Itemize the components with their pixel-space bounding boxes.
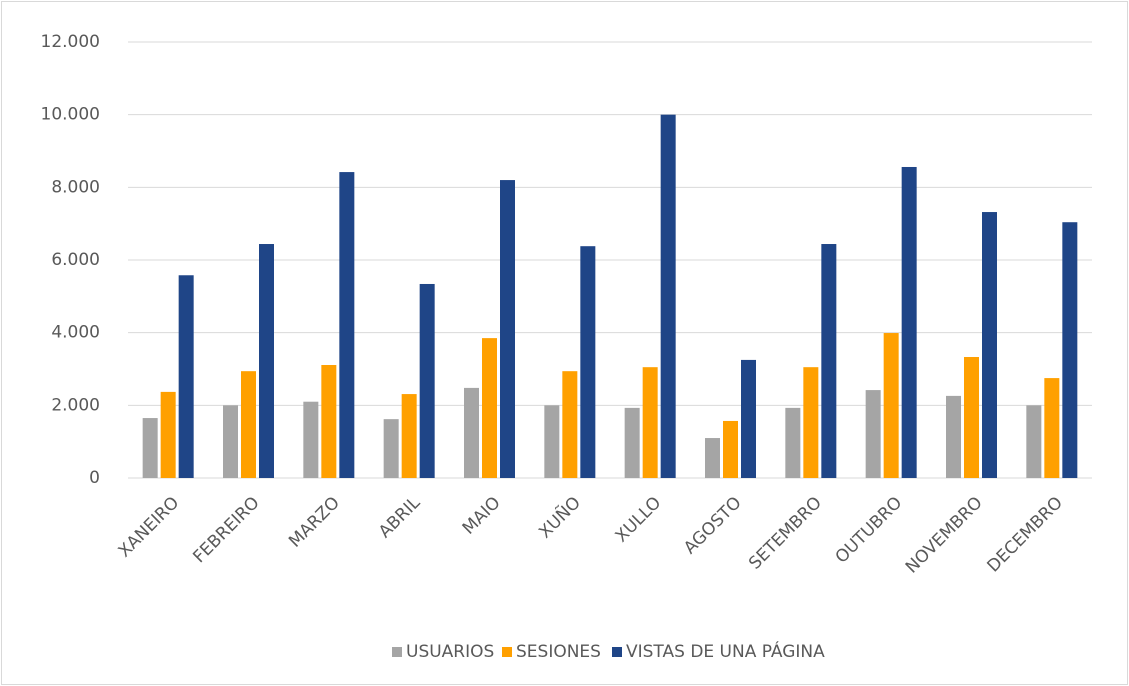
bar — [401, 394, 417, 478]
bar — [419, 283, 435, 478]
bar — [964, 357, 979, 478]
bar — [785, 407, 801, 478]
bar — [580, 246, 596, 478]
legend-label: SESIONES — [516, 642, 601, 662]
y-tick-label: 12.000 — [41, 32, 100, 52]
bar — [1062, 222, 1078, 478]
bar — [1044, 378, 1060, 478]
bar — [160, 391, 176, 478]
y-tick-label: 10.000 — [41, 105, 100, 125]
bar — [500, 180, 515, 479]
bar — [803, 367, 819, 478]
bar — [901, 166, 917, 478]
bar — [142, 418, 158, 478]
bar — [642, 367, 658, 478]
bar — [562, 371, 578, 478]
bar — [624, 407, 640, 478]
bar — [482, 338, 497, 478]
bar — [303, 401, 319, 478]
bar — [741, 359, 756, 478]
y-tick-label: 8.000 — [51, 177, 100, 197]
y-tick-label: 4.000 — [51, 323, 100, 343]
bar — [865, 390, 881, 478]
y-tick-label: 6.000 — [51, 250, 100, 270]
bar — [821, 244, 837, 478]
bar — [883, 333, 899, 478]
legend-label: USUARIOS — [406, 642, 494, 662]
y-tick-label: 2.000 — [51, 395, 100, 415]
bar — [321, 365, 337, 478]
bar — [982, 212, 997, 479]
bar — [1026, 405, 1042, 478]
bar — [660, 114, 676, 479]
bar — [705, 438, 720, 478]
bar — [464, 387, 479, 478]
bar — [383, 419, 399, 478]
y-tick-label: 0 — [89, 468, 100, 488]
bar — [223, 405, 238, 478]
bar — [178, 275, 194, 478]
bar — [946, 395, 961, 478]
bar — [544, 405, 560, 478]
legend-swatch — [612, 647, 622, 657]
bar — [339, 172, 355, 478]
legend-label: VISTAS DE UNA PÁGINA — [626, 640, 825, 662]
legend-swatch — [392, 647, 402, 657]
legend-swatch — [502, 647, 512, 657]
bar — [241, 371, 256, 478]
bar — [723, 420, 738, 478]
bar — [259, 244, 274, 478]
